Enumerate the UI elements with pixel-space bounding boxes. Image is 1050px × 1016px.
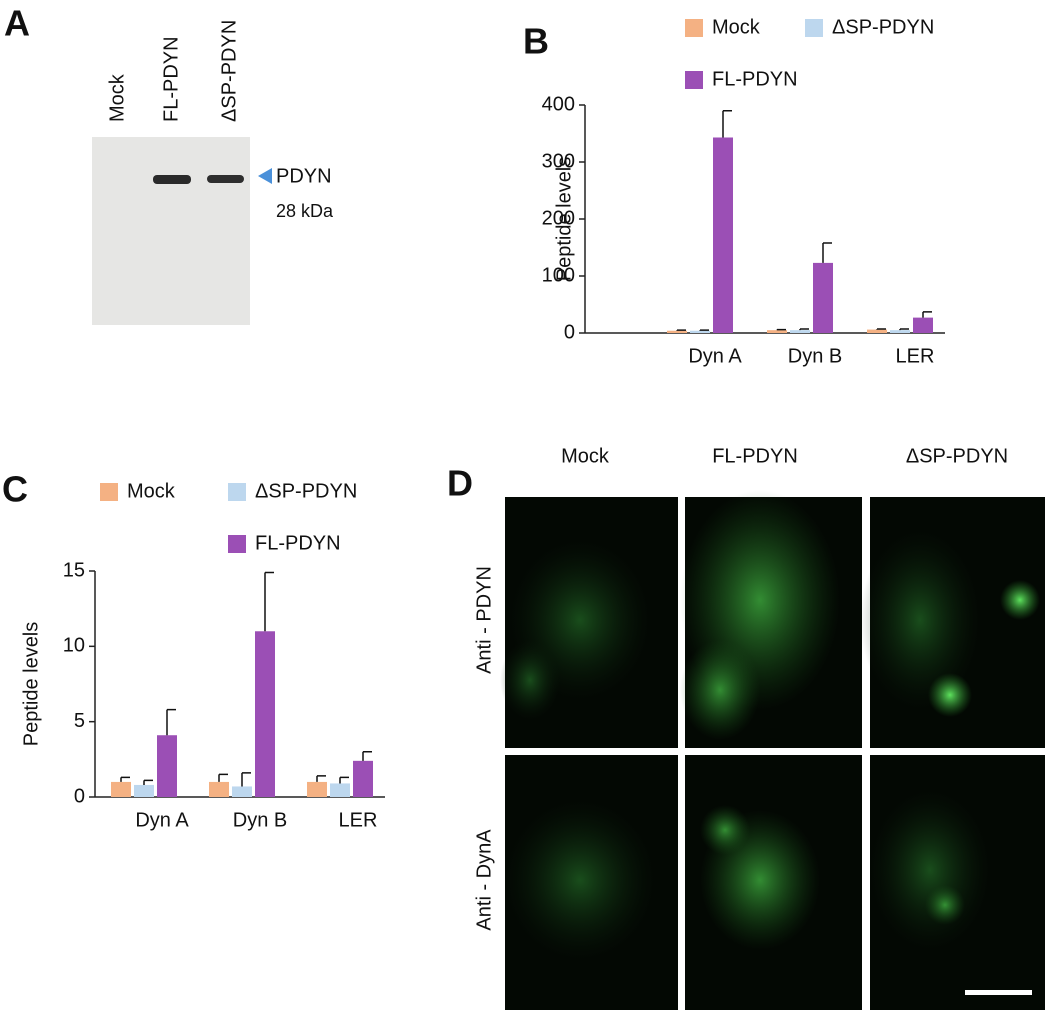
- column-label: ΔSP-PDYN: [906, 445, 1008, 467]
- panel-letter: A: [4, 3, 30, 44]
- bar: [867, 329, 887, 333]
- row-label: Anti - DynA: [473, 829, 495, 931]
- legend-label: Mock: [712, 16, 761, 38]
- western-blot: [92, 137, 272, 325]
- y-tick-label: 0: [564, 321, 575, 343]
- y-tick-label: 200: [542, 207, 575, 229]
- error-bar: [143, 779, 153, 785]
- error-bar: [218, 773, 228, 782]
- lane-label: Mock: [106, 73, 128, 122]
- bar: [913, 317, 933, 333]
- lane-label: FL-PDYN: [160, 36, 182, 122]
- error-bar: [241, 772, 251, 787]
- error-bar: [676, 329, 686, 331]
- bar: [713, 137, 733, 333]
- bar: [111, 781, 131, 797]
- y-tick-label: 400: [542, 93, 575, 115]
- bar: [134, 784, 154, 797]
- error-bar: [776, 328, 786, 331]
- error-bar: [362, 751, 372, 761]
- error-bar: [699, 329, 709, 331]
- y-tick-label: 100: [542, 264, 575, 286]
- error-bar: [822, 242, 832, 263]
- row-label: Anti - PDYN: [473, 566, 495, 674]
- x-tick-label: Dyn B: [233, 809, 287, 831]
- legend-label: ΔSP-PDYN: [255, 480, 357, 502]
- error-bar: [899, 328, 909, 331]
- y-tick-label: 5: [74, 710, 85, 732]
- bar: [232, 786, 252, 797]
- panel-letter: C: [2, 469, 28, 510]
- x-tick-label: Dyn A: [688, 345, 742, 367]
- column-label: FL-PDYN: [712, 445, 798, 467]
- bar: [353, 760, 373, 797]
- bar: [255, 631, 275, 797]
- x-tick-label: Dyn B: [788, 345, 842, 367]
- error-bar: [722, 109, 732, 138]
- error-bar: [922, 311, 932, 318]
- bar: [307, 781, 327, 797]
- error-bar: [876, 328, 886, 330]
- legend-label: ΔSP-PDYN: [832, 16, 934, 38]
- lane-label: ΔSP-PDYN: [218, 20, 240, 122]
- legend-swatch: [685, 71, 703, 89]
- error-bar: [166, 708, 176, 736]
- error-bar: [316, 775, 326, 782]
- bar: [667, 330, 687, 333]
- error-bar: [264, 571, 274, 632]
- x-tick-label: LER: [339, 809, 378, 831]
- y-tick-label: 300: [542, 150, 575, 172]
- error-bar: [799, 328, 809, 331]
- legend-swatch: [100, 483, 118, 501]
- bar: [209, 781, 229, 797]
- legend-swatch: [228, 535, 246, 553]
- panel-letter: D: [447, 463, 473, 504]
- band-label: PDYN: [276, 165, 332, 187]
- bar: [790, 330, 810, 333]
- bar: [890, 330, 910, 333]
- bar: [690, 330, 710, 333]
- y-tick-label: 15: [63, 559, 85, 581]
- y-axis-label: Peptide levels: [553, 157, 575, 282]
- bar: [330, 783, 350, 797]
- error-bar: [120, 776, 130, 782]
- column-label: Mock: [561, 445, 610, 467]
- micrographs: [500, 490, 1045, 1010]
- size-label: 28 kDa: [276, 201, 334, 221]
- y-tick-label: 0: [74, 785, 85, 807]
- legend-label: FL-PDYN: [712, 68, 798, 90]
- x-tick-label: LER: [896, 345, 935, 367]
- x-tick-label: Dyn A: [135, 809, 189, 831]
- legend-swatch: [805, 19, 823, 37]
- legend-label: FL-PDYN: [255, 532, 341, 554]
- y-axis-label: Peptide levels: [20, 622, 42, 747]
- bar: [767, 330, 787, 333]
- bar: [157, 735, 177, 797]
- bar: [813, 262, 833, 333]
- error-bar: [339, 776, 349, 784]
- panel-letter: B: [523, 21, 549, 62]
- legend-swatch: [685, 19, 703, 37]
- legend-label: Mock: [127, 480, 176, 502]
- legend-swatch: [228, 483, 246, 501]
- y-tick-label: 10: [63, 635, 85, 657]
